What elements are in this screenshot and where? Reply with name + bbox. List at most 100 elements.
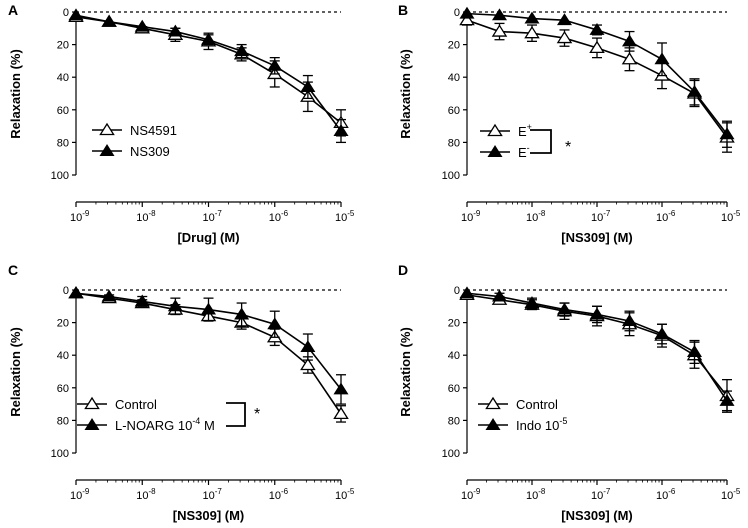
y-tick-label: 40 — [448, 72, 460, 84]
y-tick-label: 20 — [448, 40, 460, 52]
y-tick-label: 40 — [57, 72, 69, 84]
x-tick-label: 10-5 — [335, 209, 355, 224]
filled-triangle-point — [654, 52, 670, 65]
x-tick-label: 10-9 — [70, 487, 90, 502]
legend-marker — [487, 145, 503, 157]
y-tick-label: 100 — [51, 448, 69, 460]
x-tick-label: 10-9 — [461, 209, 481, 224]
filled-triangle-point — [491, 289, 508, 302]
x-tick-label: 10-5 — [335, 487, 355, 502]
significance-bracket — [226, 402, 246, 427]
filled-triangle-point — [556, 302, 573, 315]
y-tick-label: 20 — [448, 318, 460, 330]
filled-triangle-point — [524, 11, 540, 24]
panel-letter: B — [398, 2, 408, 18]
open-triangle-point — [300, 357, 316, 371]
x-axis-title: [NS309] (M) — [561, 230, 633, 245]
filled-triangle-point — [234, 307, 250, 320]
panel-letter: D — [398, 262, 408, 278]
open-triangle-point — [621, 52, 638, 65]
filled-triangle-point — [167, 24, 183, 37]
filled-triangle-point — [686, 345, 703, 357]
filled-triangle-point — [621, 34, 638, 47]
filled-triangle-point — [589, 307, 605, 320]
open-triangle-point — [459, 12, 475, 26]
filled-triangle-point — [167, 299, 183, 312]
x-axis-title: [Drug] (M) — [177, 230, 239, 245]
filled-triangle-point — [459, 286, 475, 299]
y-tick-label: 0 — [454, 285, 460, 297]
significance-star: * — [254, 406, 260, 423]
x-tick-label: 10-6 — [269, 487, 289, 502]
filled-triangle-point — [621, 314, 638, 326]
legend-marker — [485, 418, 501, 430]
filled-triangle-point — [524, 296, 540, 309]
filled-triangle-point — [654, 327, 670, 340]
legend-label: Indo 10-5 — [516, 416, 567, 433]
x-tick-label: 10-8 — [136, 487, 156, 502]
x-tick-label: 10-7 — [591, 487, 611, 502]
x-tick-label: 10-9 — [461, 487, 481, 502]
filled-triangle-point — [200, 32, 217, 45]
x-tick-label: 10-7 — [591, 209, 611, 224]
open-triangle-point — [333, 406, 349, 420]
panel-A: A 0 20 40 60 80 100 10-9 10-8 10-7 10-6 10-5 Relaxat… — [8, 2, 355, 245]
y-axis-title: Relaxation (%) — [398, 49, 413, 139]
y-tick-label: 0 — [63, 7, 69, 19]
x-tick-label: 10-6 — [656, 487, 676, 502]
filled-triangle-point — [200, 302, 217, 315]
filled-triangle-point — [333, 382, 349, 395]
legend-marker — [99, 122, 115, 136]
y-tick-label: 80 — [448, 415, 460, 427]
filled-triangle-point — [68, 8, 84, 21]
filled-triangle-point — [134, 19, 150, 32]
y-tick-label: 100 — [51, 170, 69, 182]
filled-triangle-point — [556, 13, 573, 26]
y-tick-label: 60 — [448, 383, 460, 395]
open-triangle-point — [524, 25, 540, 39]
filled-triangle-point — [589, 22, 605, 35]
y-tick-label: 80 — [57, 415, 69, 427]
x-tick-label: 10-6 — [269, 209, 289, 224]
filled-triangle-point — [68, 286, 84, 299]
y-tick-label: 60 — [57, 383, 69, 395]
legend-label: Control — [115, 397, 157, 412]
legend-label: L-NOARG 10-4 M — [115, 416, 215, 433]
legend-marker — [99, 144, 115, 156]
filled-triangle-point — [300, 340, 316, 353]
filled-triangle-point — [719, 127, 735, 140]
filled-triangle-point — [686, 84, 703, 97]
panel-letter: A — [8, 2, 18, 18]
x-tick-label: 10-7 — [203, 487, 223, 502]
x-tick-label: 10-8 — [526, 487, 546, 502]
filled-triangle-point — [101, 289, 117, 302]
panel-B: B 0 20 40 60 80 100 10-9 10-8 10-7 10-6 10-5 Relaxat… — [398, 2, 741, 245]
y-tick-label: 60 — [57, 105, 69, 117]
y-axis-title: Relaxation (%) — [8, 327, 23, 417]
panel-D: D 0 20 40 60 80 100 10-9 10-8 10-7 10-6 10-5 Relaxat… — [398, 262, 741, 523]
significance-star: * — [565, 139, 571, 156]
y-tick-label: 40 — [57, 350, 69, 362]
y-tick-label: 0 — [63, 285, 69, 297]
legend-marker — [487, 123, 503, 137]
x-tick-label: 10-7 — [203, 209, 223, 224]
y-tick-label: 40 — [448, 350, 460, 362]
x-tick-label: 10-8 — [136, 209, 156, 224]
open-triangle-point — [589, 40, 605, 54]
y-tick-label: 80 — [448, 137, 460, 149]
y-tick-label: 60 — [448, 105, 460, 117]
y-tick-label: 20 — [57, 40, 69, 52]
open-triangle-point — [491, 24, 508, 37]
filled-triangle-point — [491, 8, 508, 21]
significance-bracket — [530, 129, 552, 154]
panel-C: C 0 20 40 60 80 100 10-9 10-8 10-7 10-6 10-5 Relaxat… — [8, 262, 355, 523]
legend-label: Control — [516, 397, 558, 412]
legend-label: E+ — [518, 122, 532, 139]
legend-label: NS4591 — [130, 123, 177, 138]
filled-triangle-point — [719, 393, 735, 406]
y-tick-label: 80 — [57, 137, 69, 149]
y-tick-label: 100 — [442, 170, 460, 182]
x-tick-label: 10-5 — [721, 487, 741, 502]
legend-label: NS309 — [130, 144, 170, 159]
